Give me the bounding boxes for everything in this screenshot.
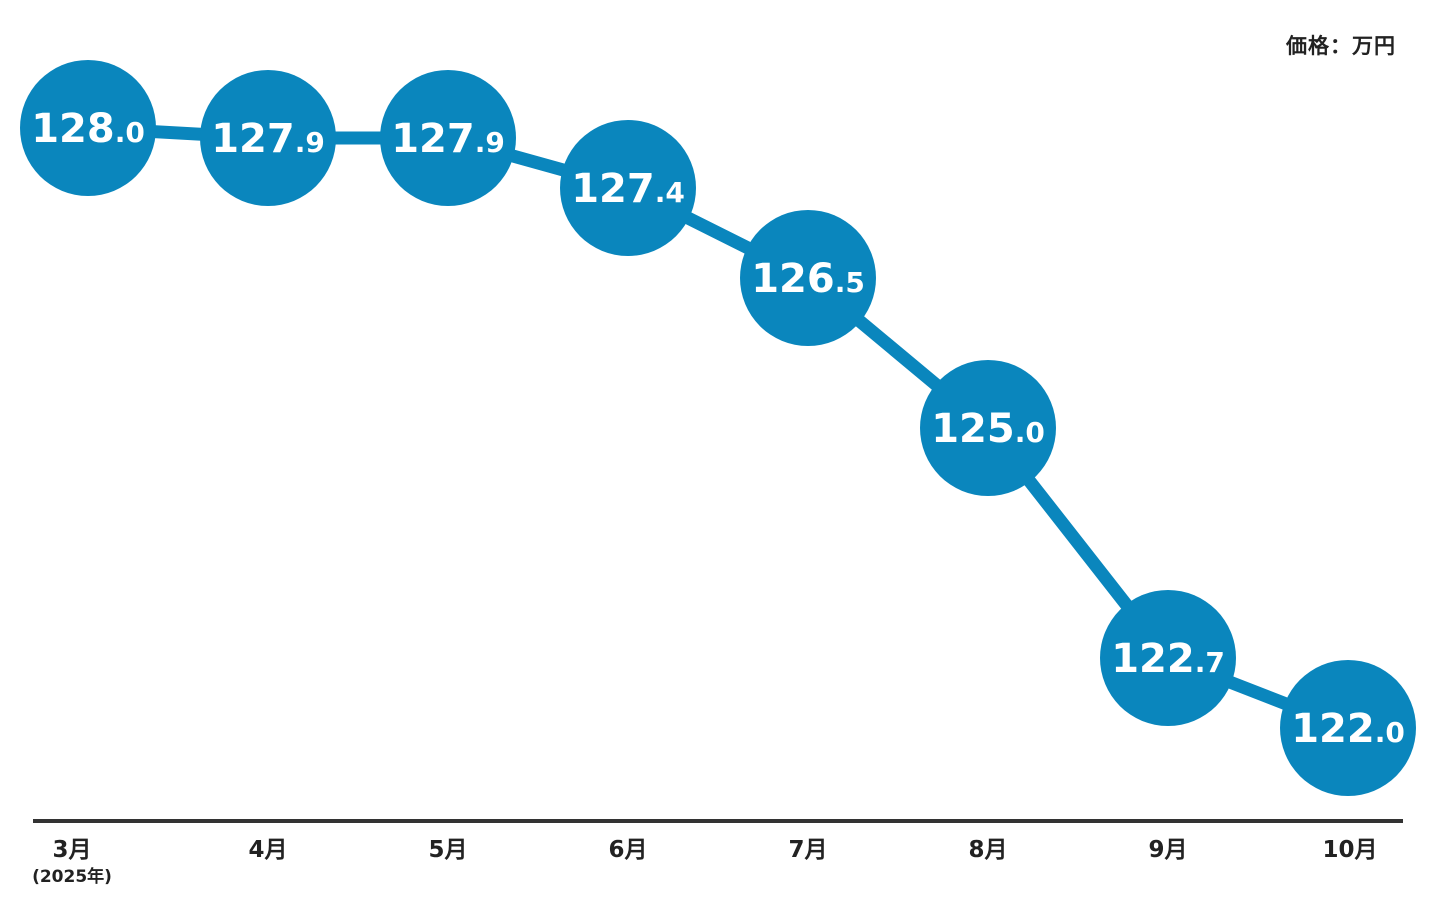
x-tick-label: 4月 [248,837,287,863]
data-point: 122.7 [1100,590,1236,726]
unit-label: 価格：万円 [1286,34,1396,58]
data-label: 122.0 [1291,706,1405,752]
data-label-integer: 127 [211,116,295,162]
x-tick-label: 10月 [1322,837,1377,863]
data-label-decimal: .0 [1015,416,1045,449]
data-label-decimal: .9 [475,126,505,159]
data-point: 127.9 [200,70,336,206]
data-label-integer: 122 [1111,636,1195,682]
data-point-circle [1100,590,1236,726]
data-label-decimal: .0 [115,116,145,149]
data-point: 128.0 [20,60,156,196]
data-label: 125.0 [931,406,1045,452]
data-point: 127.9 [380,70,516,206]
x-axis-labels-group: 3月 4月 5月 6月 7月 8月 9月 10月 (2025年) [32,837,1377,887]
data-point-circle [1280,660,1416,796]
x-tick-label: 6月 [608,837,647,863]
data-point-circle [200,70,336,206]
data-label: 128.0 [31,106,145,152]
data-point-circle [740,210,876,346]
data-point-circle [380,70,516,206]
data-label: 122.7 [1111,636,1225,682]
data-label-decimal: .9 [295,126,325,159]
data-point: 127.4 [560,120,696,256]
x-tick-year-note: (2025年) [32,866,112,887]
data-label: 126.5 [751,256,865,302]
data-point-circle [920,360,1056,496]
data-point: 125.0 [920,360,1056,496]
data-point: 122.0 [1280,660,1416,796]
data-label-decimal: .5 [835,266,865,299]
x-tick-label: 5月 [428,837,467,863]
data-point-circle [20,60,156,196]
data-label-decimal: .7 [1195,646,1225,679]
data-label: 127.9 [391,116,505,162]
x-tick-label: 3月 [52,837,91,863]
x-tick-label: 8月 [968,837,1007,863]
data-label-integer: 126 [751,256,835,302]
data-label-integer: 127 [391,116,475,162]
data-label-integer: 122 [1291,706,1375,752]
data-label: 127.9 [211,116,325,162]
data-label-decimal: .0 [1375,716,1405,749]
data-point-circle [560,120,696,256]
data-label-integer: 128 [31,106,115,152]
data-label-decimal: .4 [655,176,685,209]
data-label-integer: 125 [931,406,1015,452]
data-point: 126.5 [740,210,876,346]
x-tick-label: 7月 [788,837,827,863]
data-label-integer: 127 [571,166,655,212]
data-label: 127.4 [571,166,685,212]
x-tick-label: 9月 [1148,837,1187,863]
